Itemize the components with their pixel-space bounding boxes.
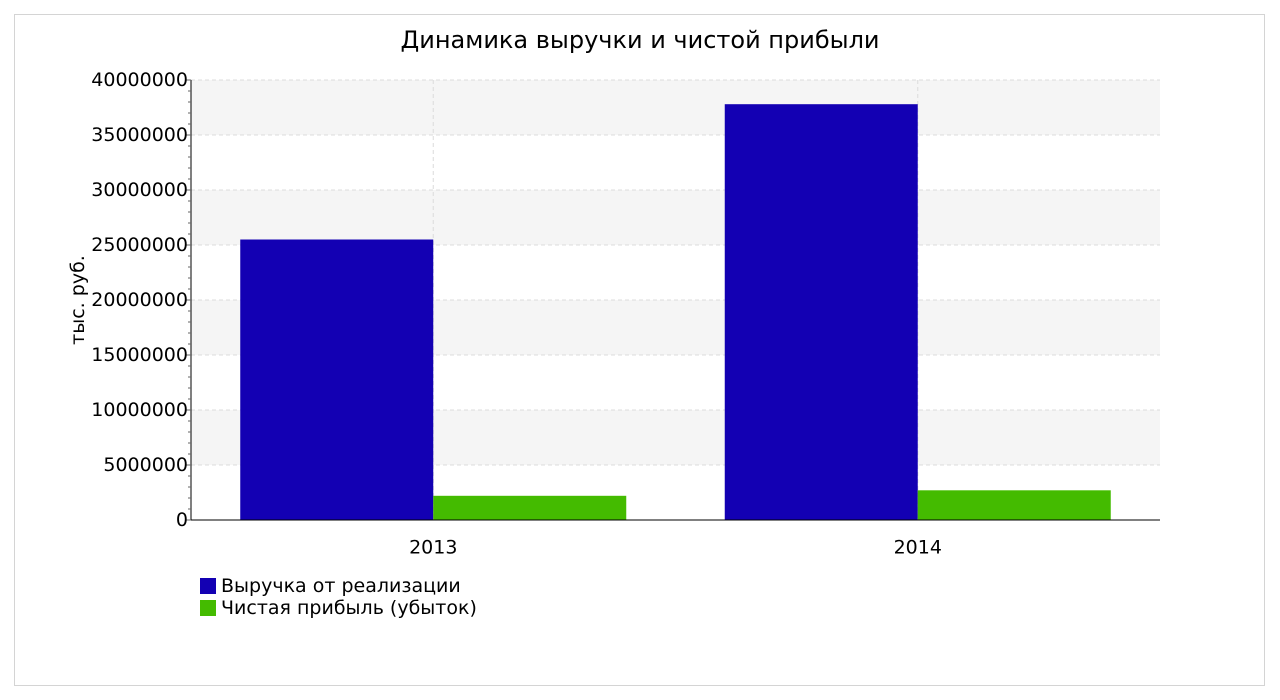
x-ticks: 2013 2014 — [409, 537, 942, 559]
y-tick-label: 20000000 — [91, 289, 188, 311]
y-axis-label: тыс. руб. — [67, 255, 89, 345]
legend-label: Выручка от реализации — [221, 575, 461, 597]
x-tick-label: 2014 — [894, 537, 942, 559]
y-tick-label: 0 — [176, 509, 188, 531]
bars — [240, 104, 1111, 520]
axes — [185, 79, 1160, 521]
y-tick-label: 35000000 — [91, 124, 188, 146]
chart-title: Динамика выручки и чистой прибыли — [400, 26, 879, 54]
legend-label: Чистая прибыль (убыток) — [221, 597, 477, 619]
bar-2014-series-0 — [724, 104, 918, 520]
y-tick-label: 25000000 — [91, 234, 188, 256]
y-tick-label: 10000000 — [91, 399, 188, 421]
bar-2013-series-0 — [240, 239, 434, 520]
bar-2013-series-1 — [433, 495, 627, 520]
y-tick-label: 15000000 — [91, 344, 188, 366]
y-tick-label: 5000000 — [103, 454, 188, 476]
legend-swatch — [200, 600, 216, 616]
bar-2014-series-1 — [917, 490, 1111, 520]
grid-band — [191, 80, 1160, 135]
y-tick-label: 30000000 — [91, 179, 188, 201]
y-tick-label: 40000000 — [91, 69, 188, 91]
y-ticks: 0 5000000 10000000 15000000 20000000 25000000… — [91, 69, 188, 531]
grid-band — [191, 190, 1160, 245]
legend-swatch — [200, 578, 216, 594]
x-tick-label: 2013 — [409, 537, 457, 559]
